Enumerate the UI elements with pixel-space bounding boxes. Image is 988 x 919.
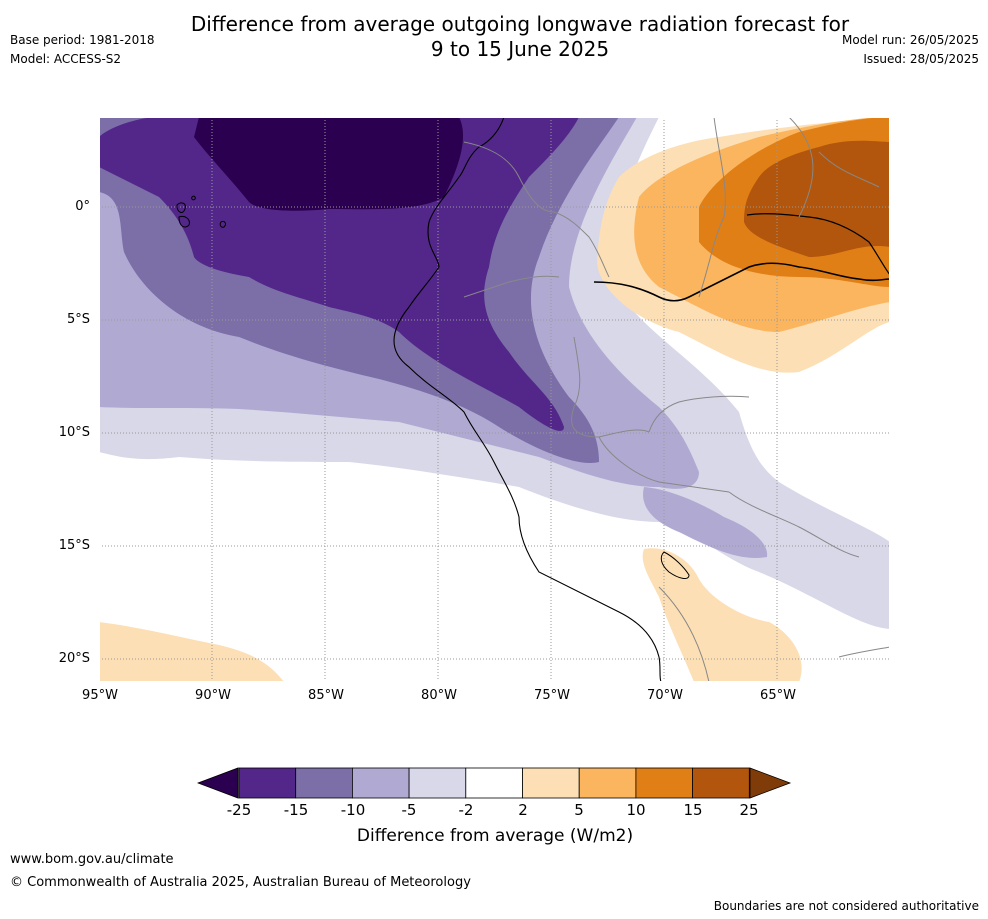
title-line-1: Difference from average outgoing longwav…	[190, 12, 850, 36]
forecast-map	[99, 117, 890, 682]
map-title: Difference from average outgoing longwav…	[160, 12, 880, 62]
lon-label-95w: 95°W	[82, 688, 118, 703]
lat-label-15s: 15°S	[58, 538, 90, 553]
issued-date: Issued: 28/05/2025	[863, 52, 979, 66]
title-line-2: 9 to 15 June 2025	[430, 37, 610, 61]
contour-positive-2-south	[642, 548, 802, 682]
colorbar-tick: -2	[458, 801, 474, 819]
colorbar-tick: -5	[401, 801, 417, 819]
colorbar-cell	[465, 767, 523, 799]
colorbar-tick: -10	[340, 801, 366, 819]
colorbar-tick: 25	[739, 801, 759, 819]
coastline	[393, 117, 662, 682]
amazon-river	[746, 213, 890, 276]
galapagos-islands	[176, 195, 226, 228]
colorbar-tick: 5	[574, 801, 584, 819]
lat-label-20s: 20°S	[58, 651, 90, 666]
lon-label-65w: 65°W	[760, 688, 796, 703]
country-borders	[463, 117, 890, 682]
colorbar-tick: 10	[626, 801, 646, 819]
colorbar-cell	[522, 767, 580, 799]
colorbar-tick: 15	[683, 801, 703, 819]
contour-positive-2-southwest	[99, 622, 284, 682]
colorbar-cell	[351, 767, 410, 799]
amazon-coastline	[593, 262, 890, 302]
colorbar-title: Difference from average (W/m2)	[356, 826, 634, 846]
model-name: Model: ACCESS-S2	[10, 52, 122, 66]
model-run: Model run: 26/05/2025	[841, 33, 979, 47]
colorbar-tick: -25	[226, 801, 252, 819]
lat-label-5s: 5°S	[66, 312, 90, 327]
colorbar-tick: 2	[518, 801, 528, 819]
colorbar-cell	[692, 767, 750, 799]
copyright-notice: © Commonwealth of Australia 2025, Austra…	[10, 875, 471, 890]
lat-label-10s: 10°S	[58, 425, 90, 440]
lon-label-70w: 70°W	[647, 688, 683, 703]
contour-positive-15	[744, 140, 890, 257]
colorbar-cell	[578, 767, 637, 799]
colorbar-extend-low	[197, 767, 239, 799]
boundaries-disclaimer: Boundaries are not considered authoritat…	[713, 899, 979, 913]
base-period: Base period: 1981-2018	[10, 33, 155, 47]
lon-label-80w: 80°W	[421, 688, 457, 703]
colorbar	[197, 767, 792, 799]
colorbar-cell	[635, 767, 693, 799]
lat-label-0: 0°	[75, 199, 90, 214]
colorbar-cell	[238, 767, 297, 799]
colorbar-cells	[238, 767, 750, 799]
map-frame	[99, 117, 890, 682]
graticule	[99, 117, 890, 682]
contour-negative-15	[99, 117, 579, 431]
lon-label-75w: 75°W	[534, 688, 570, 703]
lon-label-90w: 90°W	[195, 688, 231, 703]
lake-titicaca	[660, 551, 690, 580]
bom-url[interactable]: www.bom.gov.au/climate	[10, 852, 174, 867]
contour-negative-5-bolivia	[643, 487, 768, 558]
lon-label-85w: 85°W	[308, 688, 344, 703]
colorbar-cell	[295, 767, 353, 799]
colorbar-tick: -15	[283, 801, 309, 819]
colorbar-extend-high	[749, 767, 792, 799]
contour-negative-25	[194, 117, 464, 211]
colorbar-cell	[408, 767, 467, 799]
